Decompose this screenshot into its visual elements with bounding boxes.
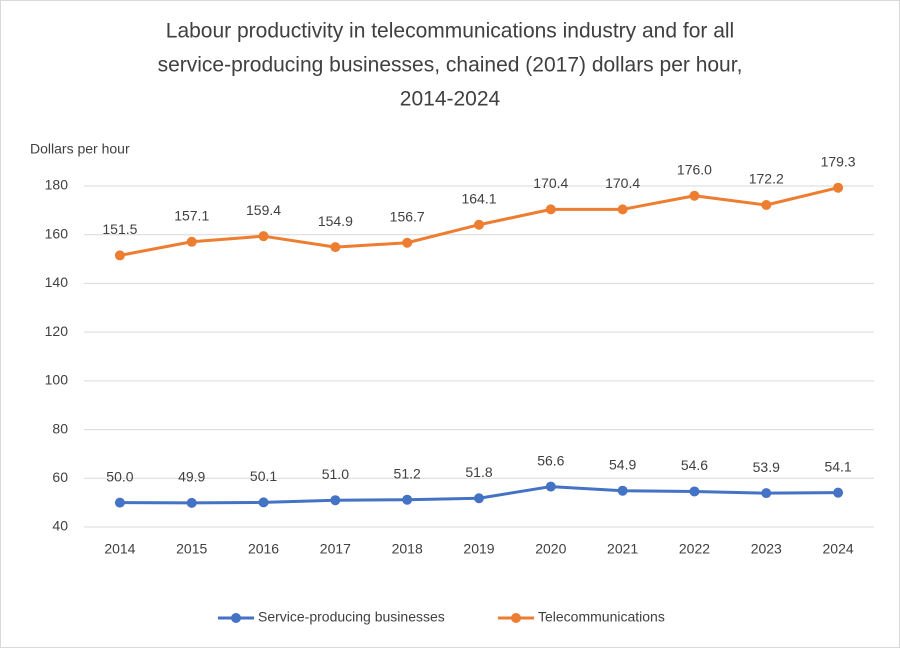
- value-label: 56.6: [537, 452, 564, 468]
- point: [330, 242, 341, 253]
- chart-title: Labour productivity in telecommunication…: [166, 20, 734, 43]
- y-tick-label: 40: [52, 518, 68, 534]
- x-tick-label: 2016: [248, 541, 279, 557]
- value-label: 54.9: [609, 456, 636, 472]
- point: [402, 237, 413, 248]
- value-label: 154.9: [318, 213, 353, 229]
- x-tick-label: 2021: [607, 541, 638, 557]
- point: [689, 486, 700, 497]
- chart-title: service-producing businesses, chained (2…: [158, 54, 743, 77]
- value-label: 51.8: [465, 464, 492, 480]
- y-tick-label: 140: [45, 274, 69, 290]
- x-tick-label: 2018: [392, 541, 423, 557]
- x-tick-label: 2015: [176, 541, 207, 557]
- value-label: 157.1: [174, 207, 209, 223]
- legend-marker: [511, 613, 521, 623]
- point: [114, 250, 125, 261]
- point: [186, 236, 197, 247]
- value-label: 170.4: [533, 175, 568, 191]
- point: [258, 497, 269, 508]
- legend-marker: [231, 613, 241, 623]
- y-axis-label: Dollars per hour: [30, 141, 130, 157]
- value-label: 54.6: [681, 457, 708, 473]
- value-label: 53.9: [753, 459, 780, 475]
- point: [114, 497, 125, 508]
- x-tick-label: 2020: [535, 541, 566, 557]
- value-label: 176.0: [677, 161, 712, 177]
- legend-label: Telecommunications: [538, 609, 665, 625]
- point: [617, 485, 628, 496]
- point: [617, 204, 628, 215]
- y-tick-label: 80: [52, 420, 68, 436]
- y-tick-label: 180: [45, 177, 69, 193]
- point: [545, 204, 556, 215]
- value-label: 50.0: [106, 468, 133, 484]
- x-tick-label: 2023: [751, 541, 782, 557]
- x-tick-label: 2022: [679, 541, 710, 557]
- point: [689, 190, 700, 201]
- point: [545, 481, 556, 492]
- value-label: 164.1: [461, 190, 496, 206]
- value-label: 51.0: [322, 466, 349, 482]
- point: [761, 199, 772, 210]
- y-tick-label: 120: [45, 323, 69, 339]
- point: [474, 219, 484, 230]
- point: [258, 231, 269, 242]
- point: [330, 495, 341, 506]
- value-label: 50.1: [250, 468, 277, 484]
- y-tick-label: 100: [45, 372, 69, 388]
- point: [761, 488, 772, 499]
- value-label: 179.3: [821, 153, 856, 169]
- value-label: 172.2: [749, 171, 784, 187]
- y-tick-label: 160: [45, 225, 69, 241]
- x-tick-label: 2024: [823, 541, 854, 557]
- point: [833, 487, 844, 498]
- point: [474, 493, 484, 504]
- value-label: 159.4: [246, 202, 281, 218]
- point: [833, 182, 844, 193]
- point: [402, 494, 413, 505]
- x-tick-label: 2017: [320, 541, 351, 557]
- value-label: 49.9: [178, 469, 205, 485]
- x-tick-label: 2014: [104, 541, 135, 557]
- x-tick-label: 2019: [463, 541, 494, 557]
- chart-title: 2014-2024: [400, 88, 501, 111]
- value-label: 51.2: [394, 465, 421, 481]
- point: [186, 497, 197, 508]
- y-tick-label: 60: [52, 469, 68, 485]
- legend-label: Service-producing businesses: [258, 609, 445, 625]
- value-label: 170.4: [605, 175, 640, 191]
- value-label: 151.5: [102, 221, 137, 237]
- value-label: 54.1: [824, 458, 851, 474]
- value-label: 156.7: [390, 208, 425, 224]
